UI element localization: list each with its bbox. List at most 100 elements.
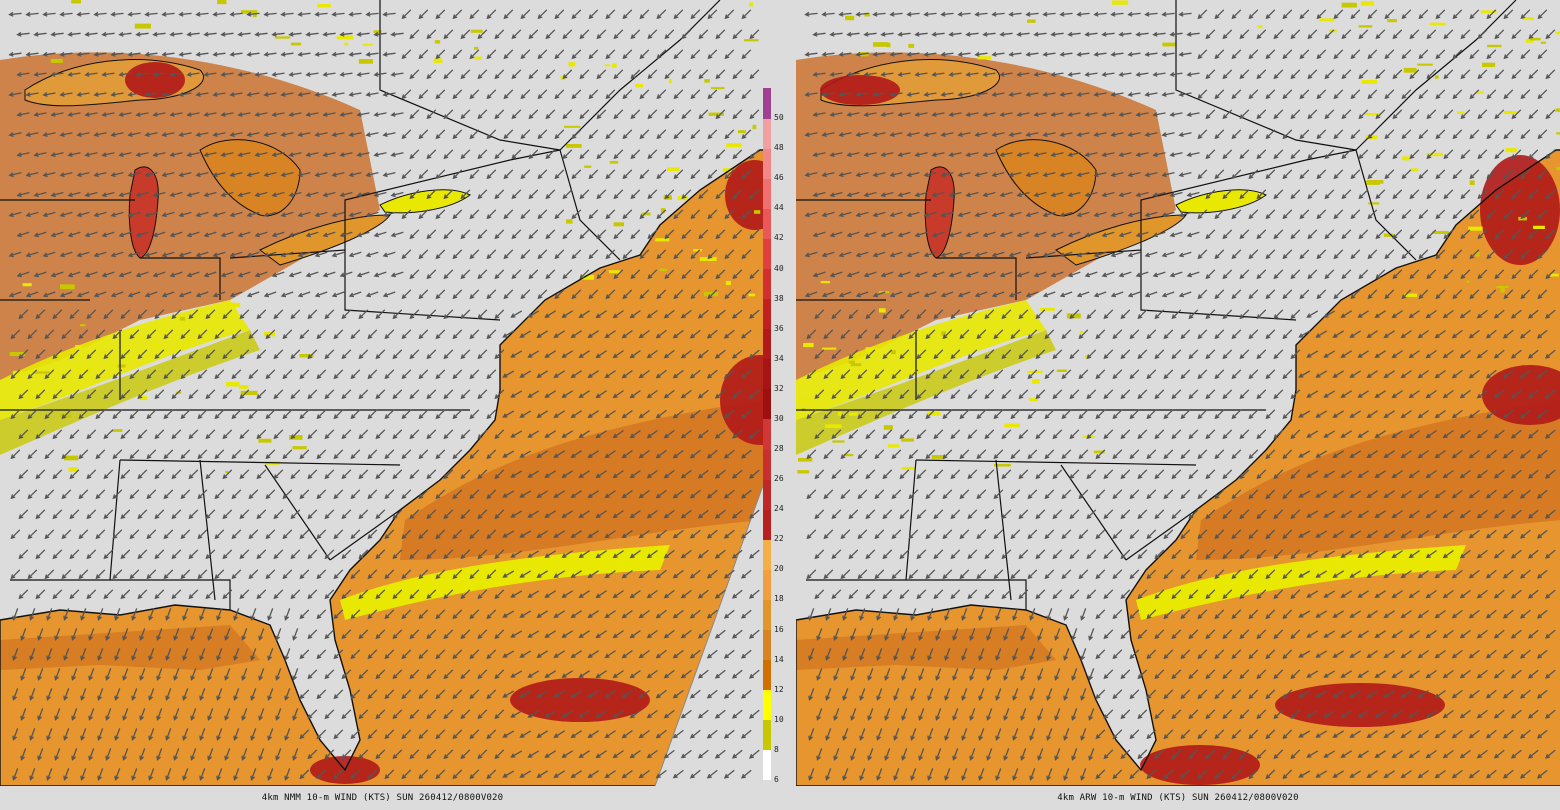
arrow-icon (144, 11, 158, 17)
arrow-icon (246, 11, 260, 17)
arrow-icon (596, 109, 607, 120)
arrow-icon (148, 648, 155, 661)
arrow-icon (350, 449, 361, 460)
arrow-icon (118, 71, 132, 77)
arrow-icon (1290, 389, 1301, 400)
arrow-icon (664, 109, 675, 120)
light-wind-speckle (1525, 38, 1534, 43)
arrow-icon (867, 668, 874, 681)
arrow-icon (131, 768, 138, 781)
arrow-icon (1306, 590, 1319, 598)
light-wind-speckle (1084, 355, 1090, 359)
arrow-icon (1035, 309, 1046, 320)
arrow-icon (42, 211, 56, 218)
arrow-icon (948, 152, 962, 158)
arrow-icon (271, 152, 285, 158)
arrow-icon (258, 628, 265, 641)
arrow-icon (273, 589, 284, 600)
arrow-icon (263, 211, 277, 218)
arrow-icon (1290, 109, 1301, 120)
arrow-icon (112, 529, 123, 540)
arrow-icon (882, 429, 893, 440)
arrow-icon (578, 310, 590, 319)
arrow-icon (350, 729, 361, 740)
arrow-icon (237, 71, 251, 77)
arrow-icon (1358, 109, 1369, 120)
arrow-icon (942, 569, 953, 580)
arrow-icon (1256, 669, 1267, 680)
arrow-icon (982, 31, 996, 37)
arrow-icon (808, 768, 815, 781)
arrow-icon (1392, 149, 1403, 160)
arrow-icon (714, 349, 726, 359)
arrow-icon (152, 112, 166, 117)
arrow-icon (401, 769, 412, 780)
arrow-icon (1248, 169, 1259, 180)
arrow-icon (460, 29, 471, 40)
arrow-icon (76, 91, 90, 97)
arrow-icon (1086, 469, 1097, 480)
arrow-icon (180, 569, 191, 580)
arrow-icon (1494, 109, 1505, 120)
arrow-icon (1069, 349, 1080, 360)
arrow-icon (1197, 9, 1208, 20)
arrow-icon (882, 549, 893, 560)
arrow-icon (452, 329, 463, 340)
light-wind-speckle (473, 46, 479, 50)
arrow-icon (1545, 269, 1556, 280)
arrow-icon (814, 309, 825, 320)
arrow-icon (814, 589, 825, 600)
arrow-icon (95, 449, 106, 460)
arrow-icon (1035, 549, 1046, 560)
arrow-icon (629, 469, 641, 479)
arrow-icon (741, 89, 752, 100)
arrow-icon (37, 708, 44, 721)
arrow-icon (1290, 709, 1301, 720)
arrow-icon (1282, 329, 1293, 340)
arrow-icon (144, 171, 158, 178)
arrow-icon (672, 569, 684, 579)
arrow-icon (1171, 549, 1182, 560)
arrow-icon (846, 112, 860, 117)
arrow-icon (1375, 69, 1386, 80)
arrow-icon (536, 610, 549, 618)
arrow-icon (1222, 749, 1233, 760)
arrow-icon (1477, 29, 1488, 40)
arrow-icon (1265, 769, 1276, 780)
arrow-icon (621, 649, 633, 659)
arrow-icon (1248, 329, 1259, 340)
arrow-icon (214, 369, 225, 380)
arrow-icon (984, 509, 995, 520)
arrow-icon (1020, 628, 1027, 641)
arrow-icon (914, 191, 928, 198)
arrow-icon (1029, 608, 1036, 621)
arrow-icon (27, 529, 38, 540)
arrow-icon (1476, 629, 1488, 639)
arrow-icon (477, 549, 488, 560)
arrow-icon (578, 670, 590, 679)
light-wind-speckle (1480, 10, 1497, 14)
arrow-icon (239, 469, 250, 480)
arrow-icon (689, 329, 701, 339)
colorbar-tick-label: 16 (774, 624, 784, 634)
arrow-icon (254, 31, 268, 37)
light-wind-speckle (1162, 42, 1176, 47)
arrow-icon (940, 171, 954, 178)
arrow-icon (1400, 690, 1412, 699)
arrow-icon (923, 51, 937, 57)
arrow-icon (993, 529, 1004, 540)
arrow-icon (1146, 409, 1157, 420)
arrow-icon (850, 628, 857, 641)
arrow-icon (1137, 469, 1148, 480)
arrow-icon (42, 291, 56, 298)
arrow-icon (1417, 569, 1429, 579)
arrow-icon (103, 429, 114, 440)
arrow-icon (1095, 369, 1106, 380)
arrow-icon (288, 112, 302, 117)
colorbar-swatch (763, 118, 771, 149)
arrow-icon (1323, 310, 1336, 318)
arrow-icon (494, 509, 505, 520)
arrow-icon (889, 251, 903, 258)
arrow-icon (974, 132, 988, 138)
arrow-icon (1290, 469, 1301, 480)
